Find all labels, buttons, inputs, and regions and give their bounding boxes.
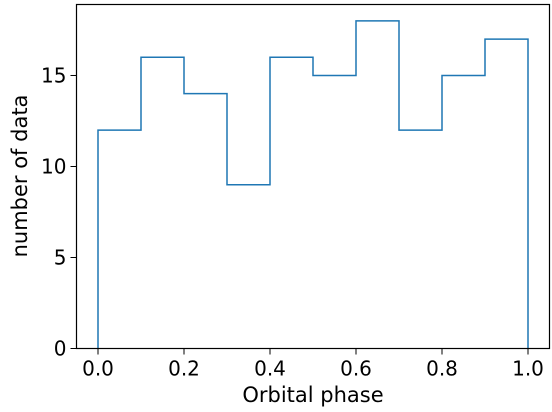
x-tick-label: 1.0: [512, 357, 544, 381]
y-tick-label: 10: [41, 154, 66, 178]
x-tick-label: 0.2: [168, 357, 200, 381]
plot-layer: [97, 20, 529, 349]
y-axis-label: number of data: [8, 95, 32, 258]
x-tick-label: 0.0: [82, 357, 114, 381]
x-tick-label: 0.8: [426, 357, 458, 381]
y-tick-label: 5: [54, 245, 67, 269]
y-tick-label: 15: [41, 63, 66, 87]
y-tick-label: 0: [54, 337, 67, 361]
x-tick-label: 0.4: [254, 357, 286, 381]
histogram-step-line: [97, 20, 529, 349]
plot-frame: [75, 3, 551, 350]
x-axis-ticks: 0.0 0.2 0.4 0.6 0.8 1.0: [82, 348, 544, 381]
x-axis-label: Orbital phase: [242, 383, 383, 407]
x-tick-label: 0.6: [340, 357, 372, 381]
y-axis-ticks: 0 5 10 15: [41, 63, 77, 361]
